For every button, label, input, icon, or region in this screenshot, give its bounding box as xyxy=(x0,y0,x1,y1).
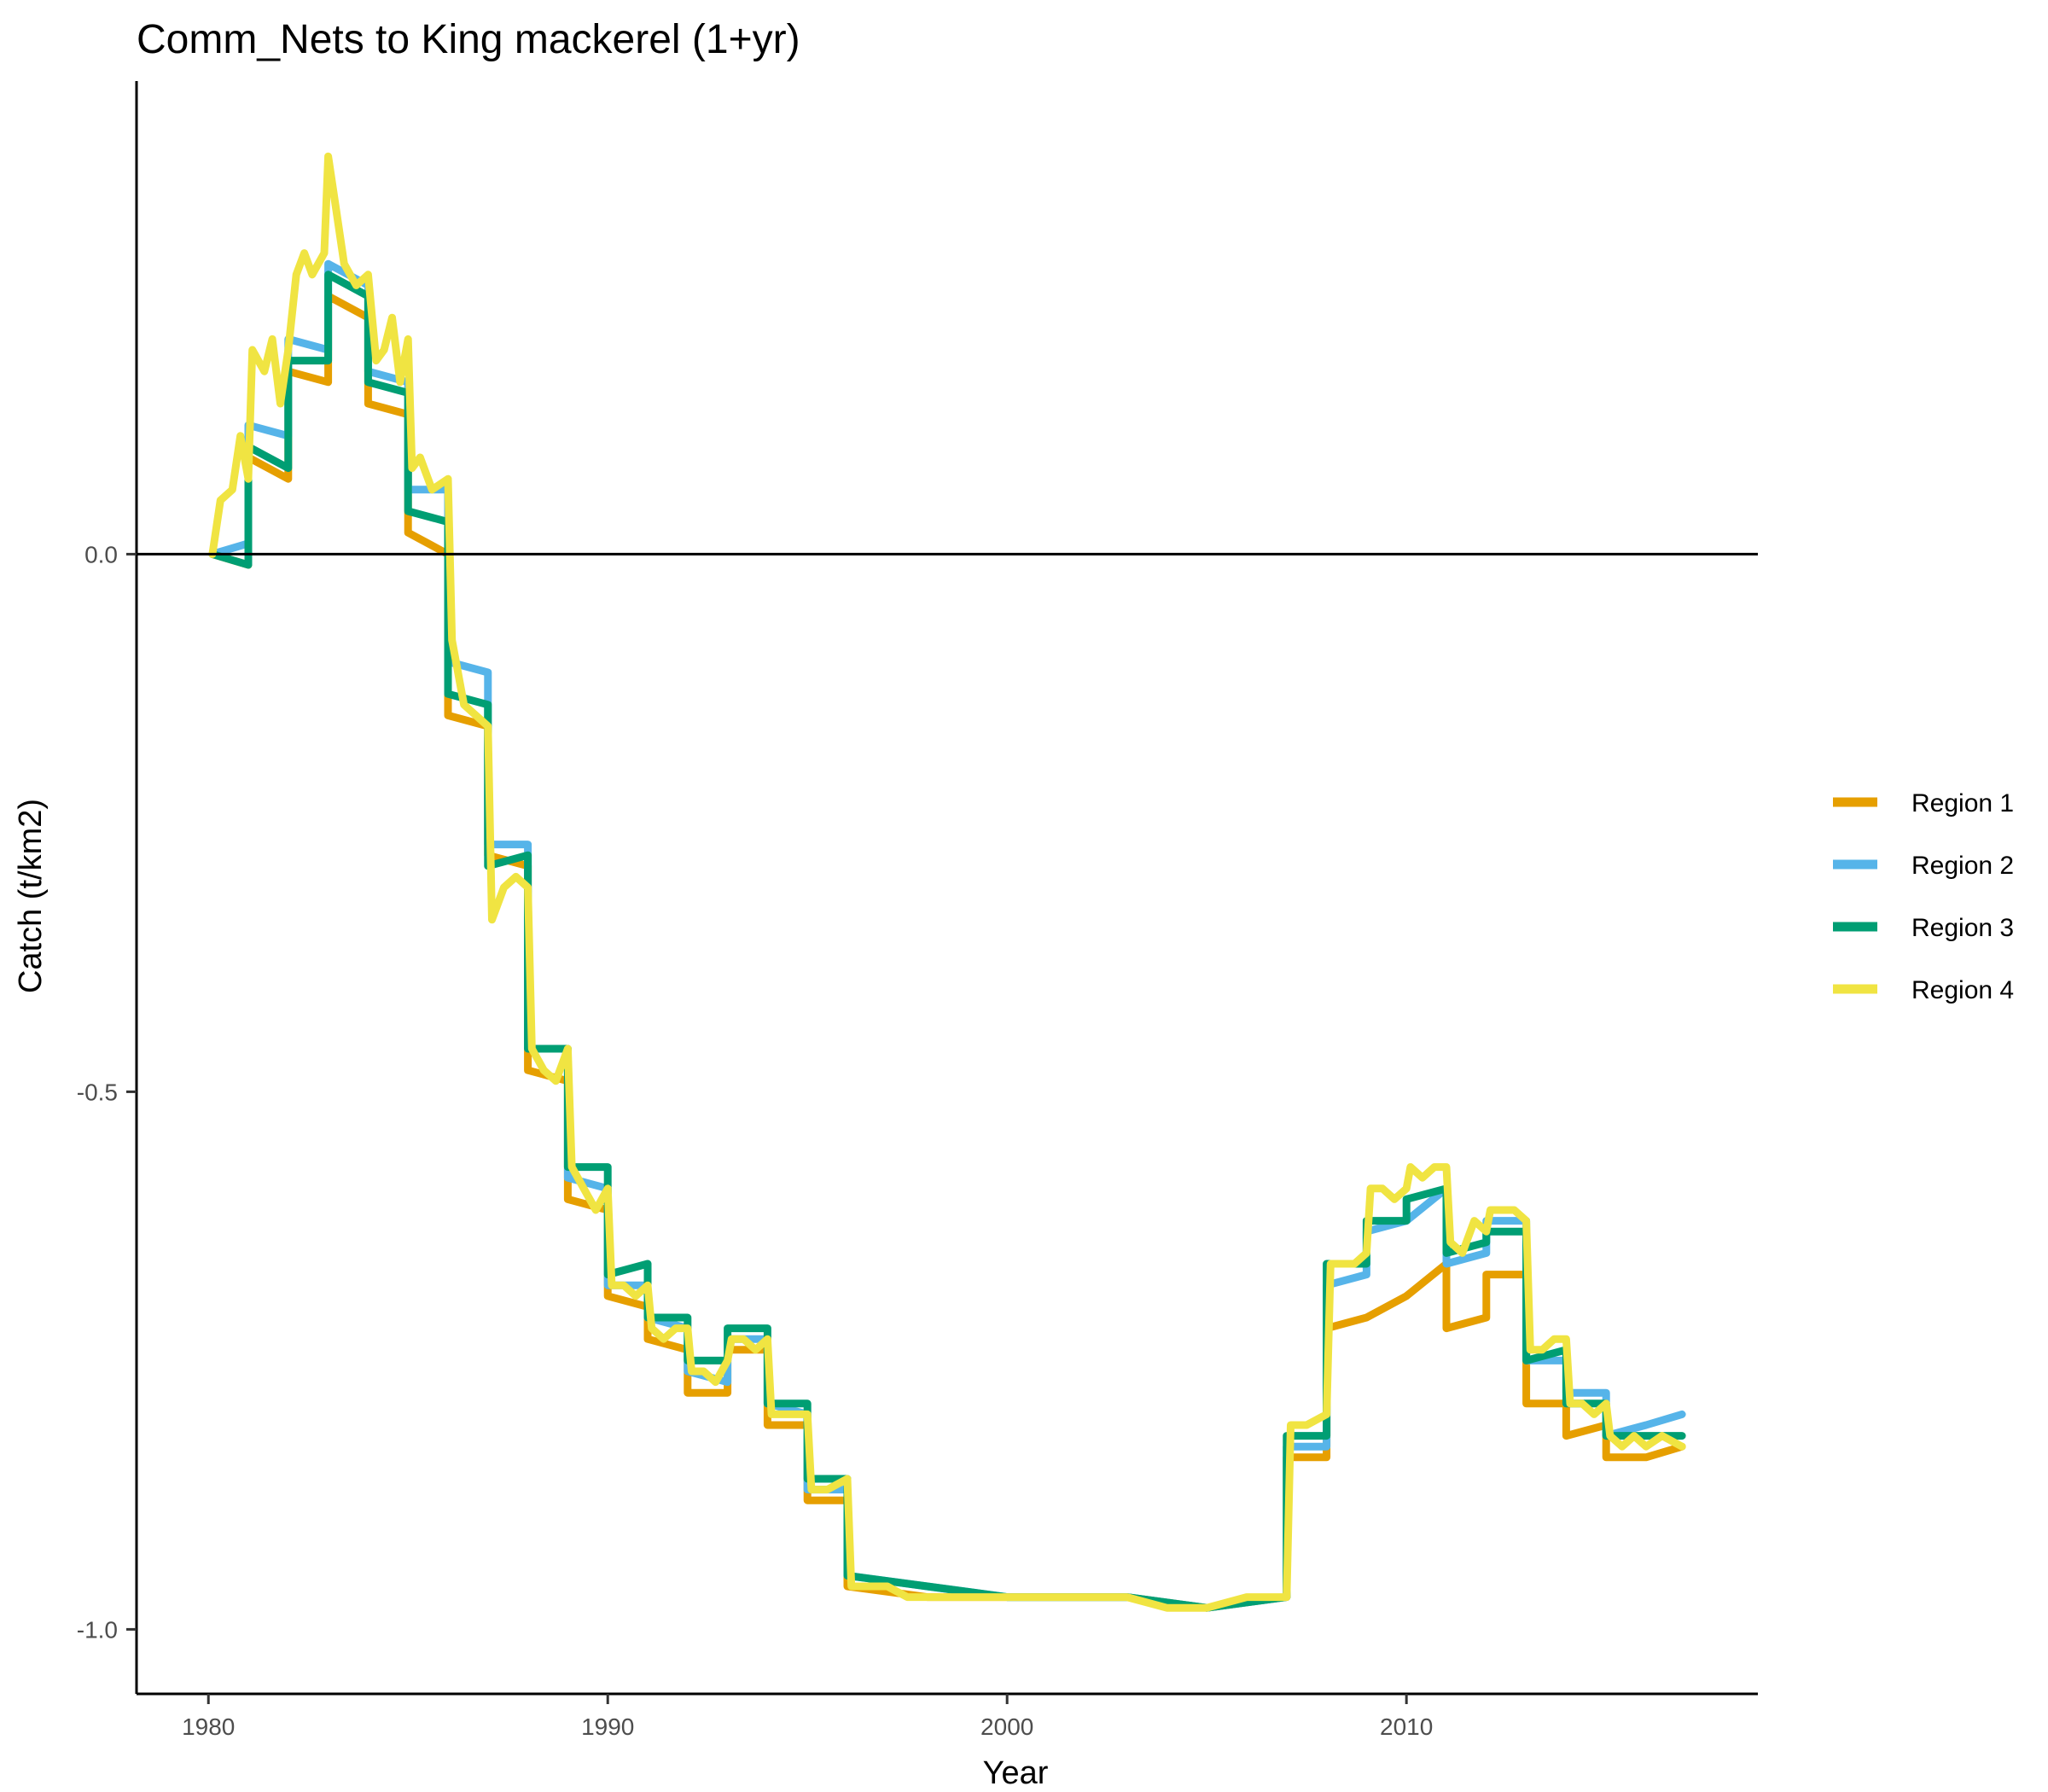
x-ticks: 1980 1990 2000 2010 xyxy=(182,1694,1433,1740)
legend-label-region-2: Region 2 xyxy=(1911,852,2014,880)
y-tick-label: 0.0 xyxy=(84,541,118,567)
series-line-region-4 xyxy=(208,152,1686,1612)
axes xyxy=(135,81,1758,1696)
x-tick-label: 1980 xyxy=(182,1713,235,1740)
legend-label-region-3: Region 3 xyxy=(1911,914,2014,942)
x-tick-label: 2010 xyxy=(1380,1713,1433,1740)
x-tick-label: 2000 xyxy=(980,1713,1033,1740)
y-tick-label: -1.0 xyxy=(77,1616,118,1643)
chart-title: Comm_Nets to King mackerel (1+yr) xyxy=(137,17,800,62)
y-ticks: 0.0 -0.5 -1.0 xyxy=(77,541,137,1643)
legend-label-region-4: Region 4 xyxy=(1911,976,2014,1004)
x-tick-label: 1990 xyxy=(581,1713,634,1740)
plot-series xyxy=(208,152,1686,1612)
legend-label-region-1: Region 1 xyxy=(1911,789,2014,817)
legend: Region 1 Region 2 Region 3 Region 4 xyxy=(1833,789,2014,1004)
x-axis-title: Year xyxy=(983,1755,1049,1791)
y-axis-title: Catch (t/km2) xyxy=(13,799,49,993)
y-tick-label: -0.5 xyxy=(77,1079,118,1105)
